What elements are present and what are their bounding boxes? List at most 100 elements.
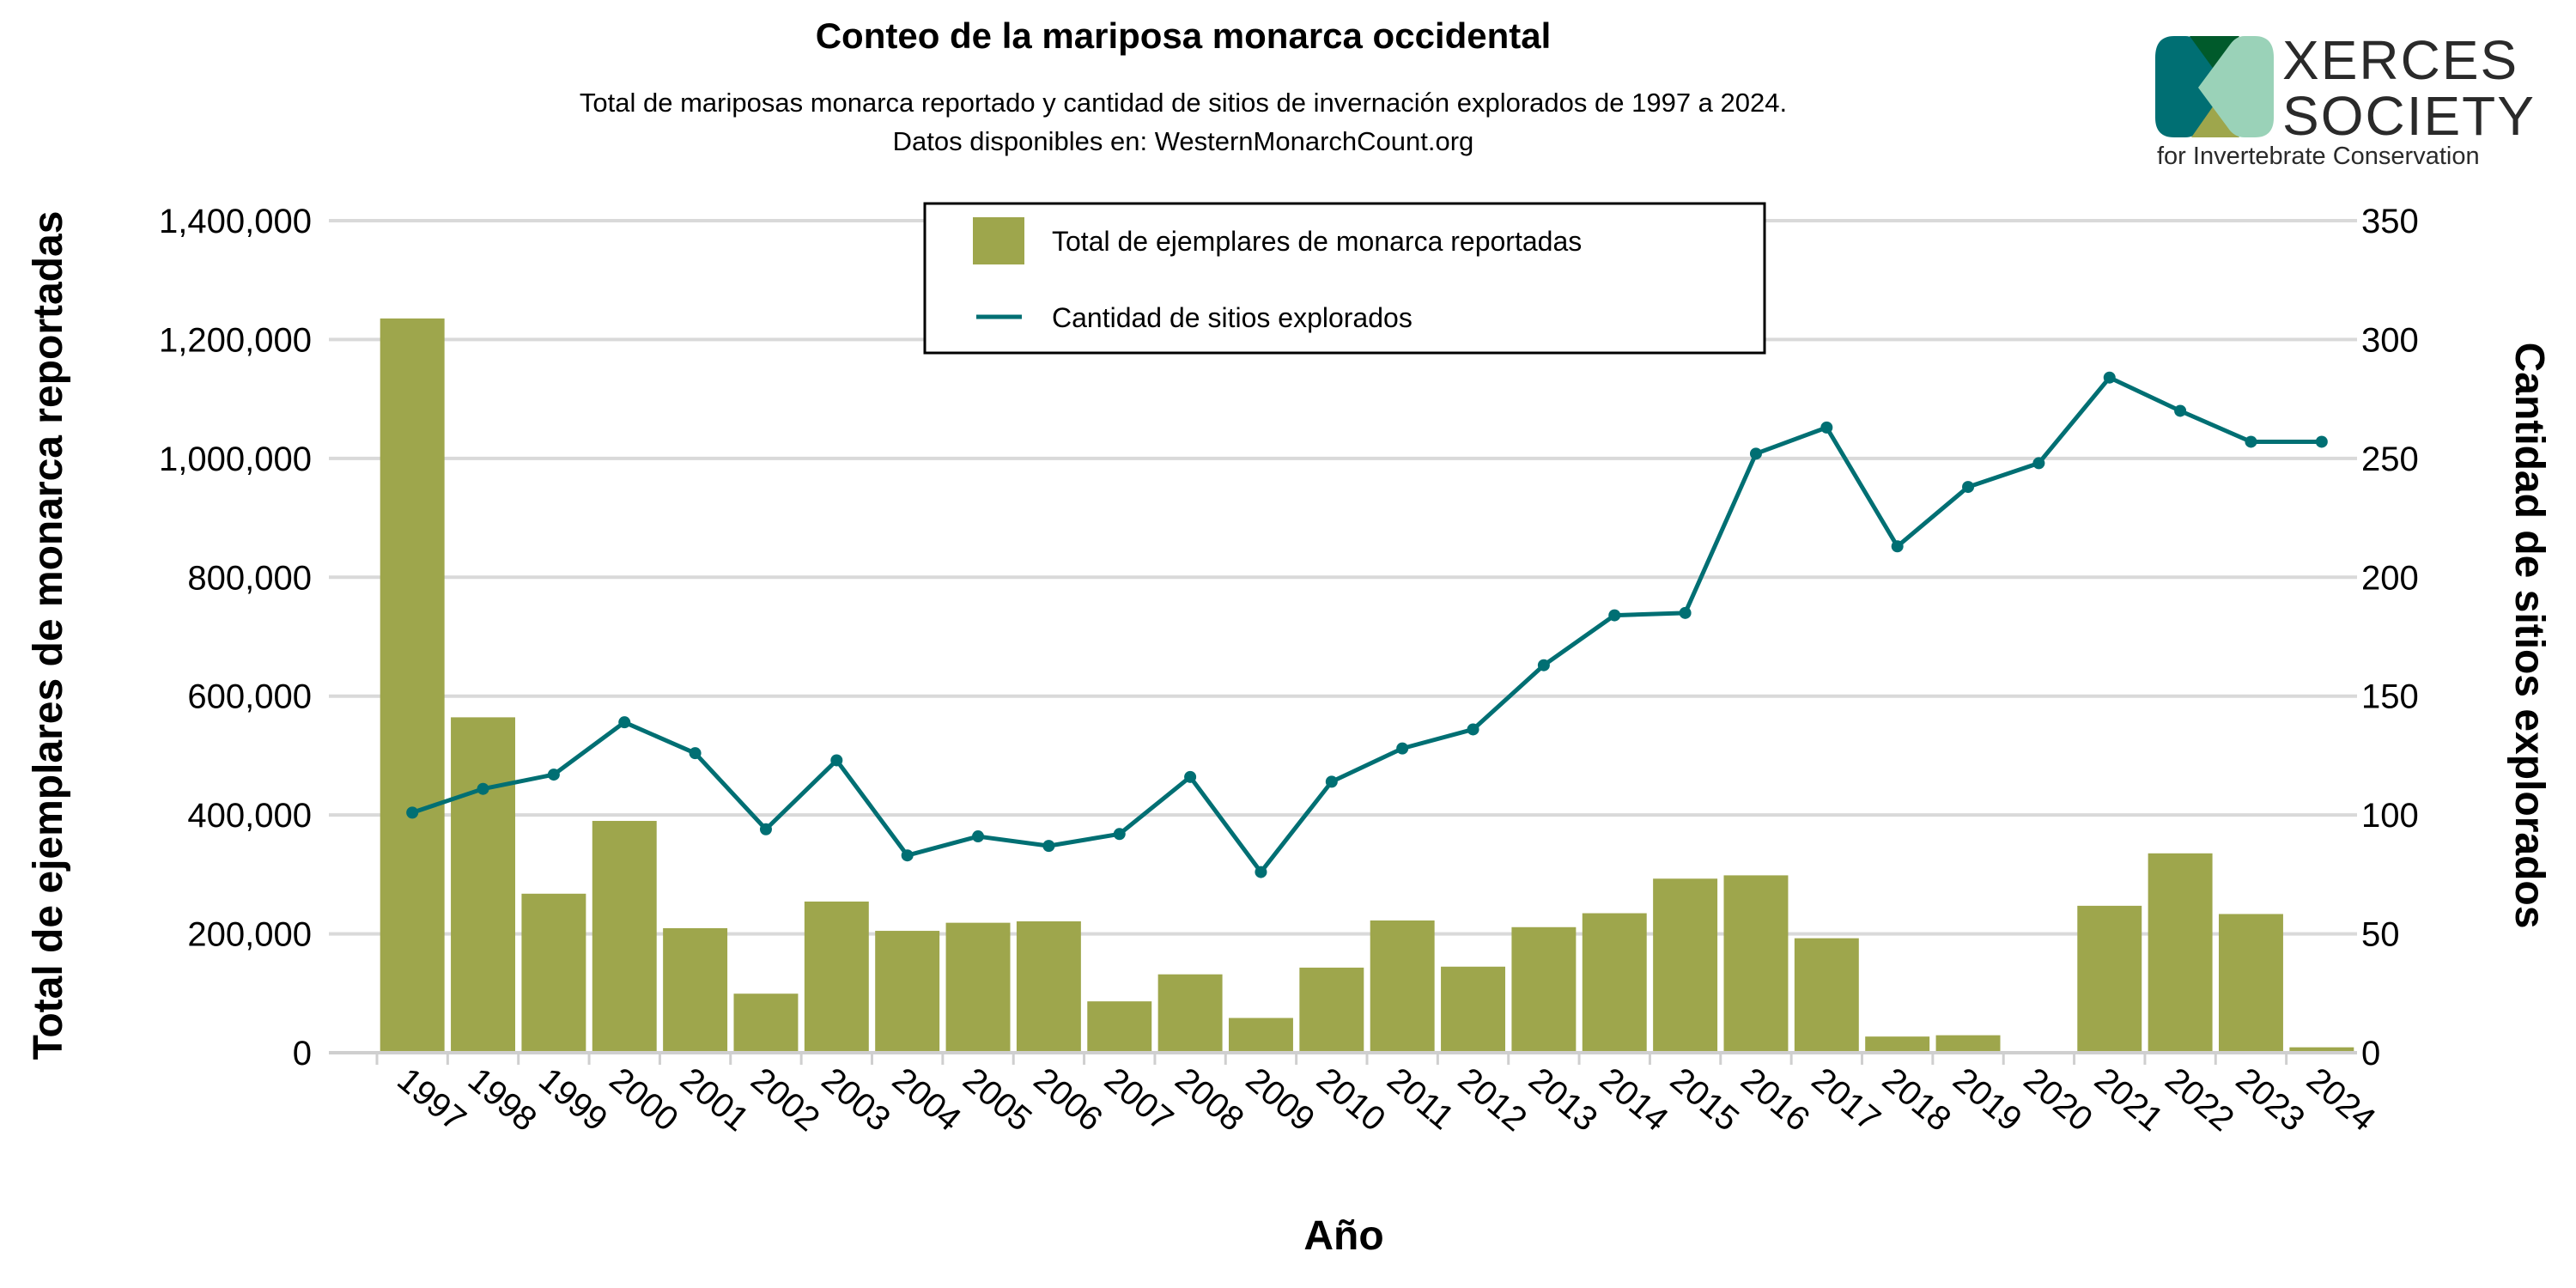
line-point-2003 bbox=[830, 754, 843, 767]
legend-label-bars: Total de ejemplares de monarca reportada… bbox=[1052, 226, 1582, 257]
bar-2021 bbox=[2077, 905, 2142, 1051]
bar-2015 bbox=[1653, 878, 1718, 1051]
logo-text-line-1: XERCES bbox=[2282, 29, 2518, 91]
chart-subtitle-line-2: Datos disponibles en: WesternMonarchCoun… bbox=[893, 126, 1474, 156]
line-point-2021 bbox=[2103, 371, 2116, 384]
line-point-2015 bbox=[1679, 606, 1692, 619]
x-tick-label: 2000 bbox=[602, 1060, 684, 1139]
line-point-2004 bbox=[901, 849, 914, 862]
y-right-tick-label: 50 bbox=[2361, 916, 2400, 954]
x-tick-label: 2005 bbox=[956, 1060, 1038, 1139]
line-point-2014 bbox=[1608, 609, 1621, 622]
y-left-tick-label: 1,000,000 bbox=[159, 440, 312, 478]
bar-2001 bbox=[663, 927, 728, 1051]
line-point-2013 bbox=[1537, 659, 1550, 671]
bar-2012 bbox=[1441, 966, 1506, 1051]
bar-2013 bbox=[1511, 927, 1577, 1051]
bar-2010 bbox=[1299, 967, 1364, 1051]
bar-2003 bbox=[804, 901, 869, 1051]
line-point-2019 bbox=[1962, 481, 1975, 494]
x-tick-label: 2016 bbox=[1734, 1060, 1816, 1139]
y-right-tick-label: 100 bbox=[2361, 797, 2419, 835]
line-point-1998 bbox=[477, 782, 489, 795]
line-point-2000 bbox=[618, 716, 631, 729]
line-point-2022 bbox=[2174, 404, 2187, 417]
x-tick-label: 2007 bbox=[1097, 1060, 1180, 1139]
logo-right-shape bbox=[2198, 36, 2274, 137]
logo-top-triangle bbox=[2190, 36, 2239, 70]
bar-1998 bbox=[451, 717, 516, 1051]
bar-2019 bbox=[1935, 1035, 2001, 1051]
line-point-2017 bbox=[1820, 421, 1833, 434]
bar-2009 bbox=[1228, 1018, 1293, 1051]
xerces-logo: XERCES SOCIETY for Invertebrate Conserva… bbox=[2155, 29, 2536, 170]
bar-2014 bbox=[1582, 913, 1647, 1051]
line-point-2002 bbox=[759, 823, 772, 835]
line-point-2018 bbox=[1891, 540, 1904, 553]
line-point-2012 bbox=[1467, 723, 1479, 736]
x-tick-label: 2002 bbox=[744, 1060, 826, 1139]
logo-bottom-triangle bbox=[2191, 103, 2239, 137]
bar-2017 bbox=[1794, 938, 1859, 1051]
legend-label-line: Cantidad de sitios explorados bbox=[1052, 302, 1413, 333]
x-tick-label: 2003 bbox=[815, 1060, 897, 1139]
x-axis-title: Año bbox=[1303, 1213, 1383, 1259]
x-tick-label: 2014 bbox=[1592, 1060, 1674, 1139]
x-tick-label: 1998 bbox=[461, 1060, 544, 1139]
x-tick-label: 2008 bbox=[1168, 1060, 1250, 1139]
y-axis-right-title: Cantidad de sitios explorados bbox=[2506, 343, 2552, 929]
x-tick-label: 2011 bbox=[1380, 1060, 1461, 1137]
bar-2016 bbox=[1723, 875, 1789, 1051]
chart-subtitle-line-1: Total de mariposas monarca reportado y c… bbox=[580, 88, 1787, 118]
legend-swatch-bars bbox=[973, 217, 1024, 264]
y-left-tick-label: 1,400,000 bbox=[159, 203, 312, 240]
bar-2007 bbox=[1087, 1001, 1152, 1051]
bar-2002 bbox=[733, 993, 799, 1051]
x-tick-label: 2010 bbox=[1309, 1060, 1392, 1139]
y-left-tick-label: 0 bbox=[293, 1035, 312, 1072]
bar-2022 bbox=[2148, 853, 2213, 1051]
bar-1997 bbox=[380, 318, 445, 1052]
line-point-2023 bbox=[2245, 435, 2257, 448]
y-left-tick-label: 600,000 bbox=[187, 678, 312, 716]
x-tick-label: 2023 bbox=[2229, 1060, 2312, 1139]
line-point-2008 bbox=[1184, 770, 1197, 783]
y-right-tick-label: 150 bbox=[2361, 678, 2419, 716]
legend-box bbox=[923, 202, 1766, 355]
x-tick-label: 2012 bbox=[1451, 1060, 1534, 1139]
sites-line bbox=[411, 375, 2322, 875]
logo-tagline: for Invertebrate Conservation bbox=[2157, 143, 2480, 170]
bar-2018 bbox=[1865, 1036, 1930, 1051]
y-left-tick-label: 200,000 bbox=[187, 916, 312, 954]
bar-2008 bbox=[1157, 974, 1223, 1051]
y-right-tick-label: 300 bbox=[2361, 321, 2419, 359]
line-point-2001 bbox=[689, 747, 702, 760]
x-tick-label: 2019 bbox=[1946, 1060, 2028, 1139]
line-point-2006 bbox=[1042, 840, 1055, 853]
y-left-tick-label: 800,000 bbox=[187, 559, 312, 597]
y-right-tick-label: 250 bbox=[2361, 440, 2419, 478]
y-right-tick-label: 350 bbox=[2361, 203, 2419, 240]
bar-2000 bbox=[592, 821, 657, 1051]
line-point-1999 bbox=[547, 769, 560, 781]
bar-2004 bbox=[875, 931, 940, 1051]
x-tick-label: 2015 bbox=[1663, 1060, 1746, 1139]
line-point-2016 bbox=[1749, 447, 1762, 460]
x-tick-label: 2004 bbox=[885, 1060, 968, 1139]
x-tick-label: 2020 bbox=[2017, 1060, 2099, 1139]
x-tick-label: 2001 bbox=[673, 1060, 756, 1139]
line-point-1997 bbox=[406, 806, 419, 819]
y-axis-left-title: Total de ejemplares de monarca reportada… bbox=[26, 211, 71, 1060]
line-point-2010 bbox=[1325, 775, 1338, 788]
x-tick-label: 2013 bbox=[1522, 1060, 1604, 1139]
logo-text-line-2: SOCIETY bbox=[2282, 85, 2536, 147]
y-right-tick-label: 0 bbox=[2361, 1035, 2380, 1072]
x-tick-label: 1999 bbox=[532, 1060, 614, 1139]
y-left-tick-label: 1,200,000 bbox=[159, 321, 312, 359]
x-tick-label: 2017 bbox=[1805, 1060, 1887, 1139]
x-tick-label: 2009 bbox=[1239, 1060, 1321, 1139]
bar-2005 bbox=[945, 922, 1011, 1051]
bar-1999 bbox=[521, 893, 586, 1051]
bar-2024 bbox=[2289, 1047, 2354, 1051]
